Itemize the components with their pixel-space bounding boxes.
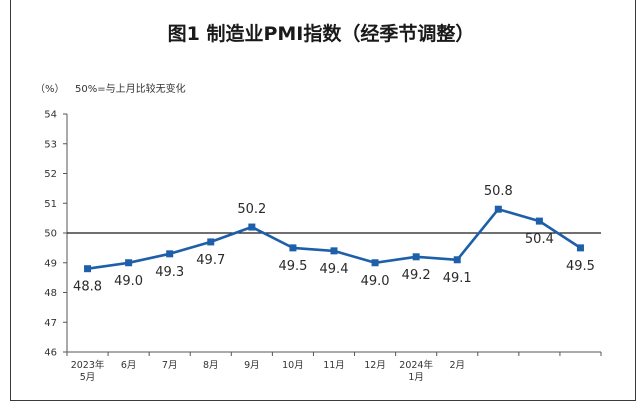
y-axis-ticks: 46 47 48 49 50 51 52 53 54 — [44, 110, 67, 359]
pmi-series — [84, 205, 584, 273]
data-label: 49.4 — [320, 262, 349, 277]
data-point-marker — [166, 250, 174, 258]
y-tick-label: 46 — [44, 348, 57, 359]
data-point-marker — [330, 247, 338, 255]
y-tick-label: 47 — [44, 318, 57, 329]
data-point-marker — [494, 205, 502, 213]
x-tick-label: 6月 — [121, 360, 137, 371]
data-label: 49.2 — [402, 268, 431, 283]
data-label: 49.3 — [155, 265, 184, 280]
data-point-marker — [412, 253, 420, 261]
x-tick-label: 9月 — [244, 360, 260, 371]
y-tick-label: 49 — [44, 258, 57, 269]
chart-title: 图1 制造业PMI指数（经季节调整） — [168, 22, 475, 45]
data-label: 49.0 — [361, 274, 390, 289]
data-label: 50.2 — [237, 202, 266, 217]
reference-note: 50%=与上月比较无变化 — [75, 82, 186, 95]
x-tick-label: 1月 — [408, 372, 424, 383]
y-tick-label: 48 — [44, 288, 57, 299]
data-label: 49.5 — [566, 259, 595, 274]
x-tick-label: 2月 — [449, 360, 465, 371]
data-point-marker — [248, 223, 256, 231]
x-tick-label: 11月 — [323, 360, 345, 371]
pmi-line — [87, 207, 582, 270]
x-tick-label: 10月 — [282, 360, 304, 371]
data-label: 49.1 — [443, 271, 472, 286]
data-point-marker — [125, 259, 133, 267]
axes — [66, 114, 601, 353]
data-label: 49.0 — [114, 274, 143, 289]
data-point-marker — [207, 238, 215, 246]
x-tick-label: 8月 — [203, 360, 219, 371]
data-point-marker — [576, 244, 584, 252]
data-label: 50.4 — [525, 232, 554, 247]
x-tick-label: 7月 — [162, 360, 178, 371]
y-tick-label: 53 — [44, 139, 57, 150]
x-tick-label: 2023年 — [71, 359, 105, 371]
pmi-line-chart: 图1 制造业PMI指数（经季节调整） （%） 50%=与上月比较无变化 46 47… — [35, 22, 602, 383]
y-tick-label: 54 — [44, 110, 57, 121]
y-tick-label: 51 — [44, 199, 57, 210]
data-point-marker — [453, 256, 461, 264]
data-label: 50.8 — [484, 184, 513, 199]
x-tick-label: 5月 — [80, 372, 96, 383]
y-tick-label: 50 — [44, 229, 57, 240]
data-label: 48.8 — [73, 280, 102, 295]
data-point-marker — [84, 265, 92, 273]
y-tick-label: 52 — [44, 169, 57, 180]
chart-container: 图1 制造业PMI指数（经季节调整） （%） 50%=与上月比较无变化 46 47… — [10, 0, 636, 401]
data-labels: 48.8 49.0 49.3 49.7 50.2 49.5 49.4 49.0 49.2 49.1… — [73, 184, 595, 295]
data-point-marker — [535, 217, 543, 225]
x-tick-label: 2024年 — [399, 359, 433, 371]
data-label: 49.5 — [278, 259, 307, 274]
data-point-marker — [371, 259, 379, 267]
data-label: 49.7 — [196, 253, 225, 268]
y-unit-label: （%） — [35, 83, 65, 95]
x-tick-label: 12月 — [364, 360, 386, 371]
data-point-marker — [289, 244, 297, 252]
